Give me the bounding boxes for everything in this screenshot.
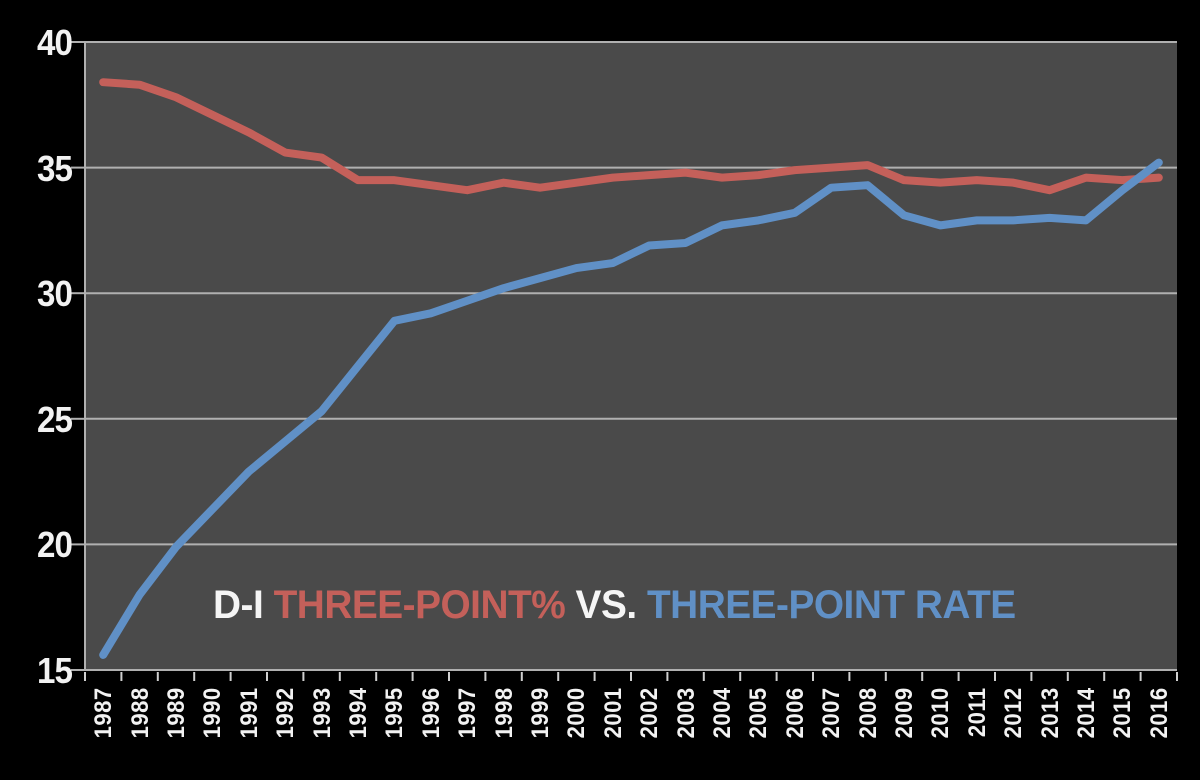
x-axis-label-1993: 1993: [308, 687, 336, 739]
x-axis-label-1991: 1991: [235, 687, 263, 739]
y-axis-label-30: 30: [36, 273, 73, 315]
x-axis-label-1995: 1995: [381, 687, 409, 739]
x-axis-label-1989: 1989: [163, 687, 190, 739]
x-axis-label-2005: 2005: [745, 687, 773, 739]
x-axis-label-2001: 2001: [599, 687, 627, 739]
x-axis-label-1996: 1996: [417, 687, 445, 739]
x-axis-label-2016: 2016: [1145, 687, 1173, 739]
x-axis-label-2010: 2010: [927, 687, 955, 739]
title-vs-label: VS.: [575, 583, 638, 627]
x-axis-label-2003: 2003: [672, 687, 700, 739]
x-axis-label-1994: 1994: [345, 687, 372, 739]
x-axis-label-2011: 2011: [963, 687, 991, 738]
x-axis-label-2015: 2015: [1109, 687, 1137, 739]
x-axis-label-1999: 1999: [527, 687, 554, 739]
series-line-blue: [99, 158, 1163, 659]
x-axis-label-2002: 2002: [636, 687, 664, 739]
x-axis-label-2014: 2014: [1073, 687, 1100, 739]
x-axis-label-1998: 1998: [490, 687, 518, 739]
y-axis-label-25: 25: [36, 398, 73, 440]
x-axis-label-2013: 2013: [1036, 687, 1064, 739]
x-axis-label-2009: 2009: [891, 687, 918, 739]
x-axis-label-2004: 2004: [709, 687, 736, 739]
x-axis-label-2000: 2000: [563, 687, 591, 739]
chart-title: D-I THREE-POINT% VS. THREE-POINT RATE: [213, 583, 1016, 628]
x-axis-label-2012: 2012: [1000, 687, 1028, 739]
x-axis-label-1992: 1992: [272, 687, 300, 739]
title-division-label: D-I: [213, 583, 264, 627]
series-line-red: [99, 78, 1163, 195]
x-axis-label-1988: 1988: [126, 687, 154, 739]
x-axis-label-1990: 1990: [199, 687, 227, 739]
y-axis-label-15: 15: [36, 650, 73, 691]
title-three-point-rate-label: THREE-POINT RATE: [646, 583, 1016, 627]
x-axis-label-1997: 1997: [454, 687, 482, 739]
y-axis-label-35: 35: [36, 147, 73, 189]
x-axis-label-2008: 2008: [854, 687, 882, 739]
x-axis-label-2007: 2007: [818, 687, 846, 739]
x-axis-label-2006: 2006: [781, 687, 809, 739]
title-three-point-pct-label: THREE-POINT%: [273, 583, 566, 627]
y-axis-label-40: 40: [36, 22, 73, 63]
x-axis-label-1987: 1987: [90, 687, 118, 739]
y-axis-label-20: 20: [36, 524, 73, 566]
